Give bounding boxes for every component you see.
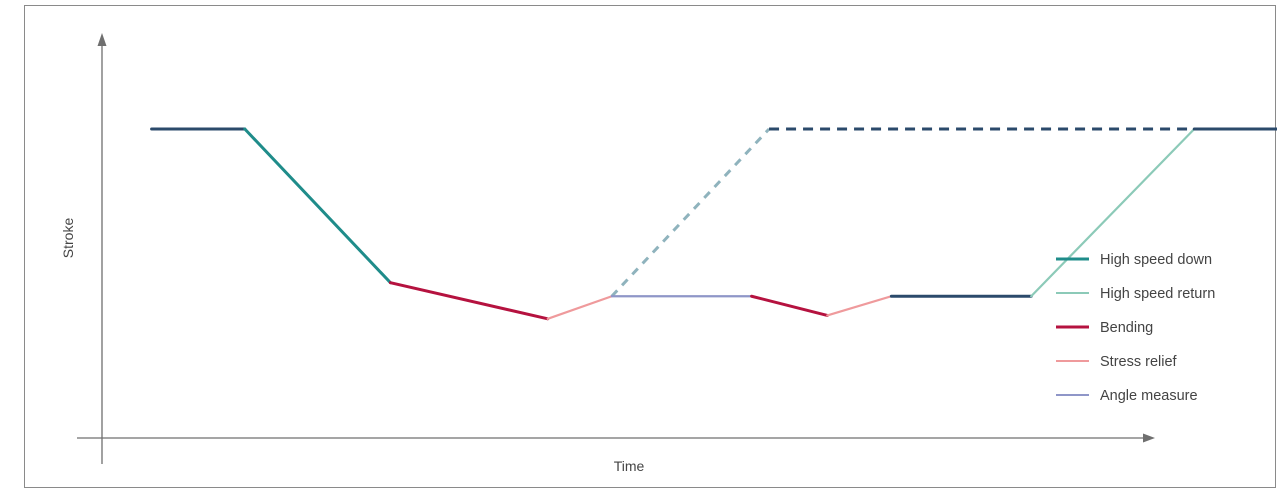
high-speed-down-segment-1 xyxy=(243,127,392,285)
stress-relief-segment-8 xyxy=(826,295,893,317)
y-axis-label: Stroke xyxy=(60,218,76,259)
legend-label-angle-measure: Angle measure xyxy=(1100,388,1198,404)
stress-relief-segment-3 xyxy=(546,295,613,320)
legend: High speed down High speed return Bending S… xyxy=(1056,252,1215,404)
legend-label-high-speed-down: High speed down xyxy=(1100,252,1212,268)
high-speed-return-segment-10 xyxy=(1030,127,1196,298)
legend-label-bending: Bending xyxy=(1100,320,1153,336)
series-group xyxy=(150,127,1277,321)
legend-label-stress-relief: Stress relief xyxy=(1100,354,1178,370)
y-axis-arrow-icon xyxy=(97,33,107,46)
stroke-time-chart: Time Stroke High speed down High speed re… xyxy=(60,33,1277,474)
axes: Time Stroke xyxy=(60,33,1155,474)
bending-segment-2 xyxy=(388,281,550,321)
chart-frame: Time Stroke High speed down High speed re… xyxy=(24,5,1277,488)
legend-label-high-speed-return: High speed return xyxy=(1100,286,1215,302)
x-axis-arrow-icon xyxy=(1143,433,1155,443)
x-axis-label: Time xyxy=(614,458,645,474)
return-dashed-segment-4 xyxy=(610,127,771,298)
bending-segment-7 xyxy=(750,294,829,317)
